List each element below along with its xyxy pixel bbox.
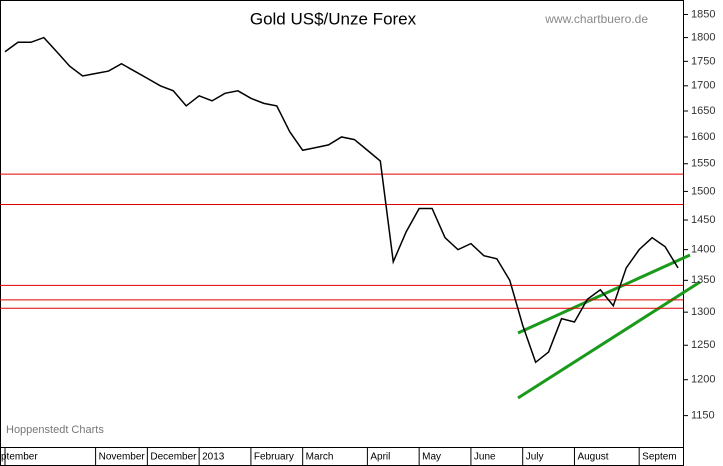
y-tick-label: 1400	[691, 244, 715, 256]
x-tick-label: June	[474, 452, 496, 463]
channel-line	[517, 280, 701, 400]
x-tick-label: ptember	[1, 452, 38, 463]
x-tick-label: July	[526, 452, 544, 463]
source: www.chartbuero.de	[544, 12, 648, 26]
x-tick-label: April	[370, 452, 390, 463]
plot-frame	[0, 0, 684, 448]
x-tick-label: Septem	[642, 452, 676, 463]
x-tick-label: November	[99, 452, 146, 463]
y-tick-label: 1550	[691, 158, 715, 170]
x-tick-label: December	[150, 452, 197, 463]
y-tick-label: 1600	[691, 131, 715, 143]
y-tick-label: 1700	[691, 80, 715, 92]
x-tick-label: March	[306, 452, 334, 463]
y-tick-label: 1650	[691, 105, 715, 117]
price-line	[4, 36, 679, 364]
y-tick-label: 1450	[691, 214, 715, 226]
y-tick-label: 1300	[691, 306, 715, 318]
y-tick-label: 1350	[691, 274, 715, 286]
y-tick-label: 1200	[691, 374, 715, 386]
y-tick-label: 1250	[691, 339, 715, 351]
chart-title: Gold US$/Unze Forex	[250, 9, 417, 28]
y-tick-label: 1750	[691, 55, 715, 67]
x-tick-label: February	[254, 452, 294, 463]
y-tick-label: 1850	[691, 8, 715, 20]
y-tick-label: 1150	[691, 410, 715, 422]
x-tick-label: May	[422, 452, 441, 463]
x-tick-label: 2013	[202, 452, 225, 463]
y-tick-label: 1800	[691, 31, 715, 43]
x-tick-label: August	[577, 452, 608, 463]
footer: Hoppenstedt Charts	[6, 424, 104, 436]
y-tick-label: 1500	[691, 185, 715, 197]
